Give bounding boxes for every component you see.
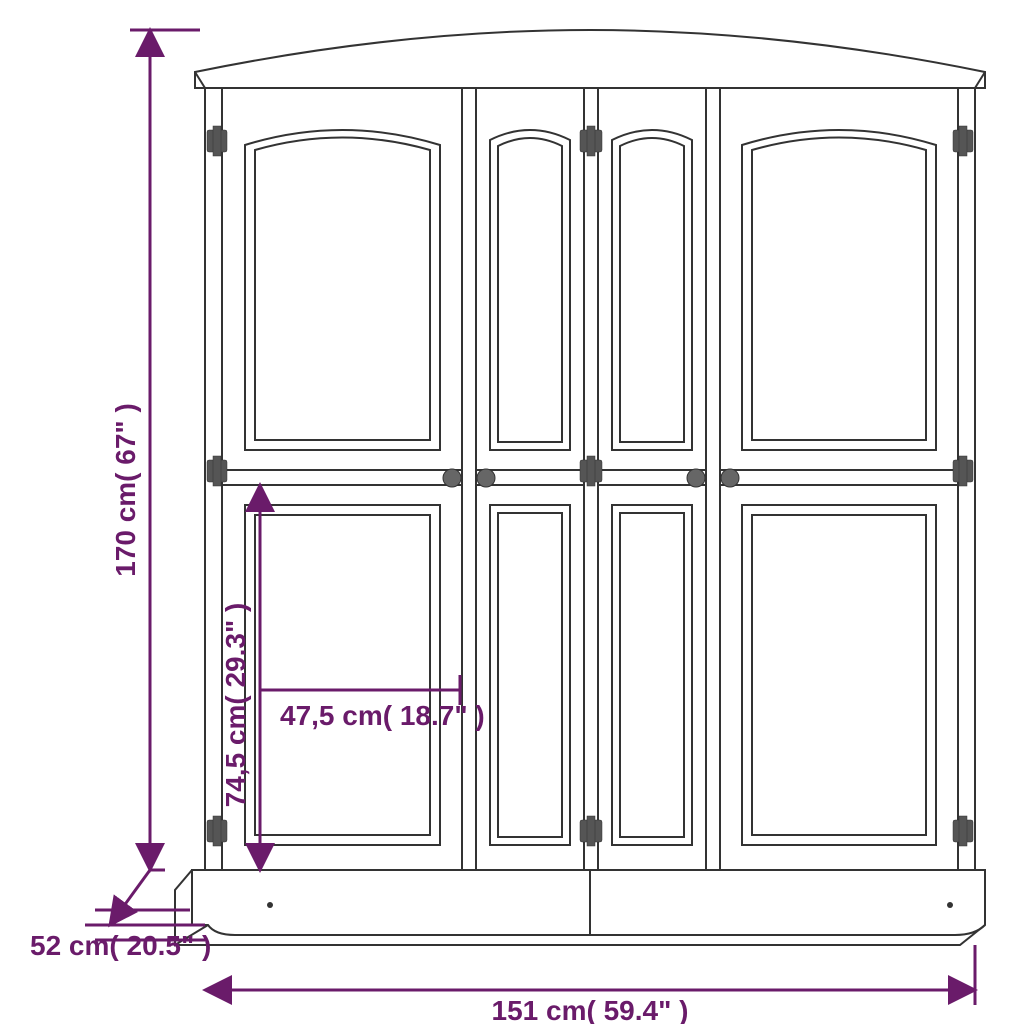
label-inner-height: 74,5 cm( 29.3" ) xyxy=(220,603,251,808)
dim-depth: 52 cm( 20.5" ) xyxy=(30,870,211,961)
dim-height-total: 170 cm( 67" ) xyxy=(110,30,200,870)
dimension-diagram: 170 cm( 67" ) 74,5 cm( 29.3" ) 47,5 cm( … xyxy=(0,0,1024,1024)
label-depth: 52 cm( 20.5" ) xyxy=(30,930,211,961)
label-height-total: 170 cm( 67" ) xyxy=(110,403,141,577)
wardrobe-outline xyxy=(175,30,985,945)
label-inner-width: 47,5 cm( 18.7" ) xyxy=(280,700,485,731)
dim-width-total: 151 cm( 59.4" ) xyxy=(205,945,975,1024)
label-width-total: 151 cm( 59.4" ) xyxy=(492,995,689,1024)
